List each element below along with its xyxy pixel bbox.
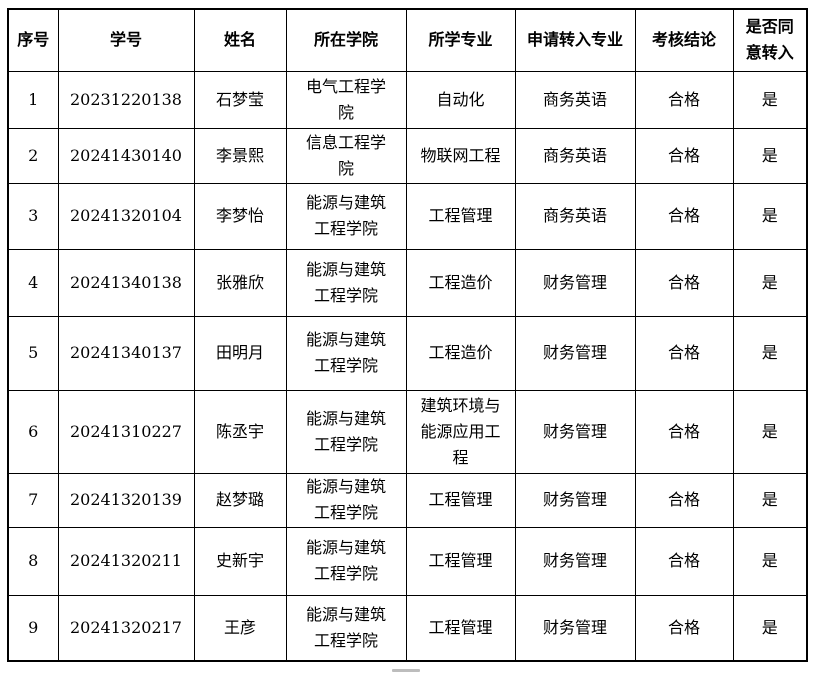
table-row: 7 20241320139 赵梦璐 能源与建筑工程学院 工程管理 财务管理 合格…	[7, 472, 808, 528]
cell-index: 2	[7, 127, 59, 184]
cell-current-major: 工程管理	[405, 594, 516, 662]
col-header-index: 序号	[7, 8, 59, 72]
col-header-name: 姓名	[193, 8, 287, 72]
cell-current-college: 电气工程学院	[285, 70, 407, 129]
cell-current-college: 能源与建筑工程学院	[285, 472, 407, 528]
cell-name: 王彦	[193, 594, 287, 662]
cell-student-id: 20241320217	[57, 594, 195, 662]
cell-target-major: 财务管理	[514, 594, 636, 662]
cell-student-id: 20241310227	[57, 389, 195, 474]
cell-student-id: 20241340138	[57, 248, 195, 317]
cell-name: 李梦怡	[193, 182, 287, 250]
cell-index: 1	[7, 70, 59, 129]
cell-name: 陈丞宇	[193, 389, 287, 474]
cell-current-major: 工程管理	[405, 472, 516, 528]
cell-name: 赵梦璐	[193, 472, 287, 528]
table-row: 3 20241320104 李梦怡 能源与建筑工程学院 工程管理 商务英语 合格…	[7, 182, 808, 250]
col-header-student-id: 学号	[57, 8, 195, 72]
cell-assessment-result: 合格	[634, 389, 734, 474]
cell-assessment-result: 合格	[634, 182, 734, 250]
cell-transfer-approved: 是	[732, 472, 808, 528]
cell-transfer-approved: 是	[732, 594, 808, 662]
cell-index: 5	[7, 315, 59, 391]
cell-current-college: 能源与建筑工程学院	[285, 526, 407, 596]
cell-current-college: 能源与建筑工程学院	[285, 182, 407, 250]
cell-index: 8	[7, 526, 59, 596]
cell-current-college: 信息工程学院	[285, 127, 407, 184]
cell-transfer-approved: 是	[732, 127, 808, 184]
cell-name: 田明月	[193, 315, 287, 391]
table-row: 9 20241320217 王彦 能源与建筑工程学院 工程管理 财务管理 合格 …	[7, 594, 808, 662]
cell-current-major: 建筑环境与能源应用工程	[405, 389, 516, 474]
cell-student-id: 20241320139	[57, 472, 195, 528]
cell-transfer-approved: 是	[732, 182, 808, 250]
table-row: 4 20241340138 张雅欣 能源与建筑工程学院 工程造价 财务管理 合格…	[7, 248, 808, 317]
cell-current-major: 工程造价	[405, 315, 516, 391]
cell-transfer-approved: 是	[732, 70, 808, 129]
header-row: 序号 学号 姓名 所在学院 所学专业 申请转入专业 考核结论 是否同意转入	[7, 8, 808, 72]
col-header-assessment-result: 考核结论	[634, 8, 734, 72]
student-transfer-table: 序号 学号 姓名 所在学院 所学专业 申请转入专业 考核结论 是否同意转入 1 …	[7, 8, 808, 662]
cell-index: 3	[7, 182, 59, 250]
cell-target-major: 财务管理	[514, 472, 636, 528]
cell-current-major: 工程造价	[405, 248, 516, 317]
cell-name: 史新宇	[193, 526, 287, 596]
col-header-current-college: 所在学院	[285, 8, 407, 72]
table-row: 1 20231220138 石梦莹 电气工程学院 自动化 商务英语 合格 是	[7, 70, 808, 129]
cell-target-major: 财务管理	[514, 526, 636, 596]
cell-target-major: 商务英语	[514, 182, 636, 250]
table-row: 6 20241310227 陈丞宇 能源与建筑工程学院 建筑环境与能源应用工程 …	[7, 389, 808, 474]
cell-current-college: 能源与建筑工程学院	[285, 389, 407, 474]
col-header-target-major: 申请转入专业	[514, 8, 636, 72]
cell-index: 9	[7, 594, 59, 662]
cell-assessment-result: 合格	[634, 594, 734, 662]
cell-student-id: 20241320211	[57, 526, 195, 596]
cell-assessment-result: 合格	[634, 526, 734, 596]
cell-transfer-approved: 是	[732, 315, 808, 391]
cell-target-major: 财务管理	[514, 315, 636, 391]
cell-index: 7	[7, 472, 59, 528]
col-header-transfer-approved: 是否同意转入	[732, 8, 808, 72]
cell-student-id: 20241340137	[57, 315, 195, 391]
cell-current-college: 能源与建筑工程学院	[285, 594, 407, 662]
cell-current-major: 工程管理	[405, 182, 516, 250]
cell-current-major: 工程管理	[405, 526, 516, 596]
cell-student-id: 20241430140	[57, 127, 195, 184]
table-row: 5 20241340137 田明月 能源与建筑工程学院 工程造价 财务管理 合格…	[7, 315, 808, 391]
cell-name: 李景熙	[193, 127, 287, 184]
cell-student-id: 20241320104	[57, 182, 195, 250]
horizontal-scrollbar-thumb[interactable]	[392, 669, 420, 672]
cell-target-major: 商务英语	[514, 70, 636, 129]
table-row: 2 20241430140 李景熙 信息工程学院 物联网工程 商务英语 合格 是	[7, 127, 808, 184]
cell-student-id: 20231220138	[57, 70, 195, 129]
cell-target-major: 财务管理	[514, 389, 636, 474]
cell-current-college: 能源与建筑工程学院	[285, 315, 407, 391]
cell-assessment-result: 合格	[634, 127, 734, 184]
cell-assessment-result: 合格	[634, 248, 734, 317]
cell-name: 石梦莹	[193, 70, 287, 129]
cell-transfer-approved: 是	[732, 248, 808, 317]
cell-name: 张雅欣	[193, 248, 287, 317]
cell-target-major: 财务管理	[514, 248, 636, 317]
cell-current-major: 自动化	[405, 70, 516, 129]
cell-assessment-result: 合格	[634, 315, 734, 391]
col-header-current-major: 所学专业	[405, 8, 516, 72]
cell-assessment-result: 合格	[634, 472, 734, 528]
cell-assessment-result: 合格	[634, 70, 734, 129]
cell-current-major: 物联网工程	[405, 127, 516, 184]
cell-index: 4	[7, 248, 59, 317]
cell-index: 6	[7, 389, 59, 474]
cell-target-major: 商务英语	[514, 127, 636, 184]
cell-transfer-approved: 是	[732, 526, 808, 596]
table-row: 8 20241320211 史新宇 能源与建筑工程学院 工程管理 财务管理 合格…	[7, 526, 808, 596]
cell-current-college: 能源与建筑工程学院	[285, 248, 407, 317]
cell-transfer-approved: 是	[732, 389, 808, 474]
